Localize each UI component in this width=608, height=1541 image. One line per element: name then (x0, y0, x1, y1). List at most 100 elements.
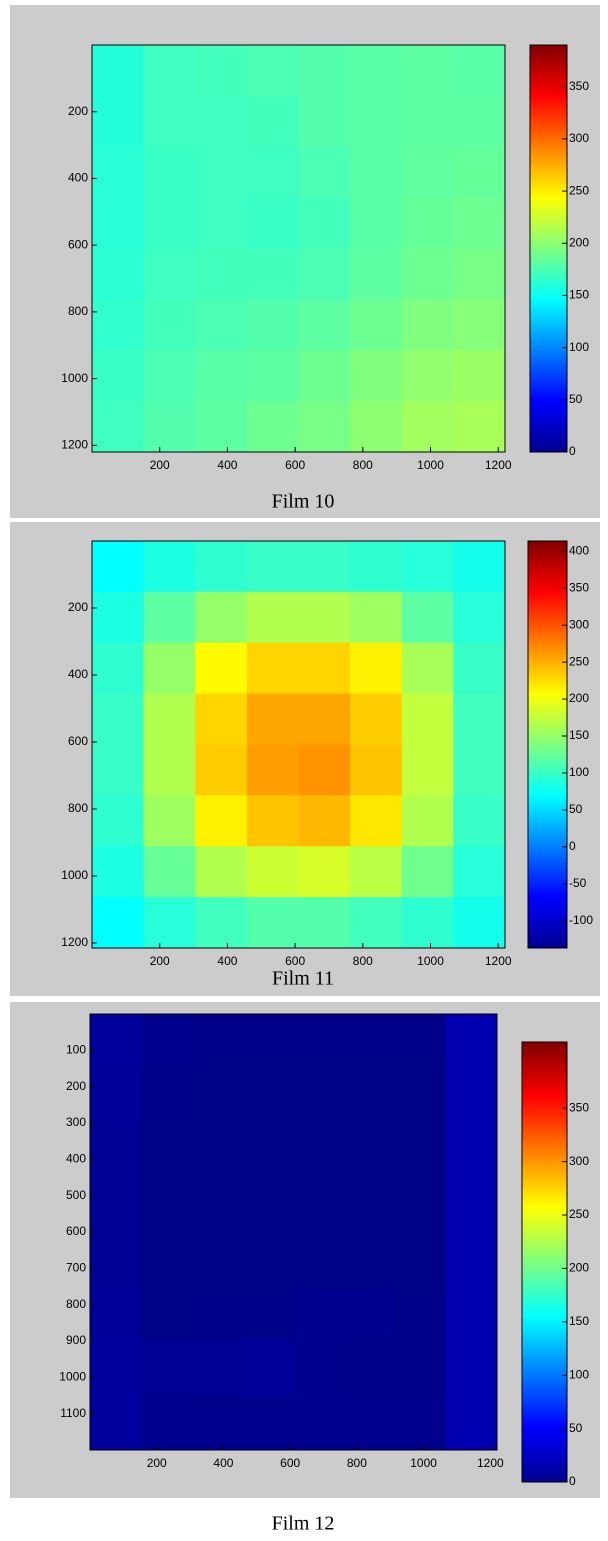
heatmap-cell (195, 541, 248, 593)
heatmap-cell (401, 45, 454, 97)
heatmap-cell (246, 146, 299, 199)
heatmap-cell (446, 1341, 498, 1396)
x-tick-label: 800 (353, 954, 373, 968)
heatmap-cell (143, 541, 196, 593)
heatmap-cell (92, 541, 145, 593)
heatmap-cell (293, 1123, 345, 1178)
heatmap-cell (350, 897, 403, 949)
heatmap-cell (246, 350, 299, 402)
heatmap-cell (298, 897, 351, 949)
heatmap-cell (395, 1014, 447, 1069)
heatmap-cell (90, 1232, 142, 1287)
colorbar (527, 540, 568, 949)
heatmap-cell (246, 45, 299, 97)
heatmap-cell (140, 1177, 193, 1233)
y-tick-label: 200 (66, 1079, 86, 1093)
heatmap-cell (242, 1286, 294, 1342)
colorbar-tick-label: 350 (569, 1100, 589, 1114)
heatmap-cell (242, 1232, 294, 1287)
heatmap-cell (298, 45, 351, 97)
heatmap-cell (298, 693, 351, 745)
colorbar (521, 1041, 568, 1483)
heatmap-cell (92, 744, 145, 796)
heatmap-cell (242, 1177, 294, 1233)
heatmap-cell (143, 248, 196, 300)
heatmap-cell (246, 401, 299, 453)
heatmap-cell (195, 95, 248, 148)
heatmap-cell (298, 197, 351, 249)
heatmap-cell (446, 1068, 498, 1124)
y-tick-label: 700 (66, 1261, 86, 1275)
heatmap-cell (90, 1395, 142, 1451)
heatmap-cell (195, 45, 248, 97)
x-tick-label: 800 (347, 1456, 367, 1470)
heatmap-cell (350, 45, 403, 97)
heatmap-cell (242, 1395, 294, 1451)
colorbar-tick-label: 250 (569, 1207, 589, 1221)
heatmap-cell (453, 401, 506, 453)
colorbar-tick-label: 300 (569, 1154, 589, 1168)
heatmap-cell (401, 350, 454, 402)
heatmap-cell (446, 1014, 498, 1069)
heatmap-cell (401, 95, 454, 148)
heatmap-cell (350, 591, 403, 644)
heatmap-cell (195, 744, 248, 796)
y-tick-label: 800 (68, 801, 88, 815)
heatmap-cell (298, 146, 351, 199)
heatmap-cell (401, 642, 454, 695)
heatmap-cell (92, 45, 145, 97)
colorbar-tick-label: 250 (569, 183, 589, 197)
heatmap-cell (446, 1232, 498, 1287)
heatmap-cell (92, 95, 145, 148)
y-tick-label: 1200 (61, 437, 88, 451)
heatmap-cell (401, 897, 454, 949)
heatmap-cell (453, 897, 506, 949)
y-tick-label: 400 (68, 171, 88, 185)
heatmap-cell (453, 197, 506, 249)
heatmap-cell (195, 693, 248, 745)
heatmap-cell (143, 795, 196, 847)
heatmap-cell (90, 1286, 142, 1342)
y-tick-label: 600 (68, 734, 88, 748)
heatmap-cell (195, 299, 248, 351)
heatmap-cell (140, 1395, 193, 1451)
heatmap-cell (395, 1123, 447, 1178)
colorbar-tick-label: -100 (569, 913, 593, 927)
y-tick-label: 1000 (59, 1370, 86, 1384)
heatmap-cell (453, 642, 506, 695)
heatmap-cell (191, 1395, 244, 1451)
heatmap-cell (92, 350, 145, 402)
heatmap-cell (298, 642, 351, 695)
heatmap-cell (395, 1232, 447, 1287)
heatmap-cell (293, 1286, 345, 1342)
heatmap-cell (92, 401, 145, 453)
y-tick-label: 400 (66, 1152, 86, 1166)
heatmap-cell (298, 541, 351, 593)
heatmap-cell (242, 1123, 294, 1178)
colorbar-tick-label: 100 (569, 340, 589, 354)
heatmap-cell (191, 1232, 244, 1287)
heatmap-cell (293, 1068, 345, 1124)
colorbar-tick-label: 300 (569, 131, 589, 145)
heatmap-cell (298, 299, 351, 351)
heatmap-cell (344, 1123, 396, 1178)
x-tick-label: 400 (217, 954, 237, 968)
heatmap-cell (195, 350, 248, 402)
caption: Film 10 (272, 491, 335, 513)
heatmap-cell (143, 846, 196, 898)
heatmap-cell (90, 1341, 142, 1396)
heatmap-cell (195, 795, 248, 847)
y-tick-label: 900 (66, 1333, 86, 1347)
heatmap-cell (401, 299, 454, 351)
heatmap-cell (191, 1014, 244, 1069)
y-tick-label: 600 (68, 237, 88, 251)
colorbar-tick-label: 100 (569, 765, 589, 779)
colorbar-tick-label: 150 (569, 288, 589, 302)
heatmap-cell (350, 693, 403, 745)
heatmap-cell (453, 795, 506, 847)
heatmap-cell (140, 1341, 193, 1396)
heatmap-cell (453, 693, 506, 745)
heatmap-cell (246, 541, 299, 593)
heatmap-cell (195, 846, 248, 898)
heatmap-cell (242, 1068, 294, 1124)
